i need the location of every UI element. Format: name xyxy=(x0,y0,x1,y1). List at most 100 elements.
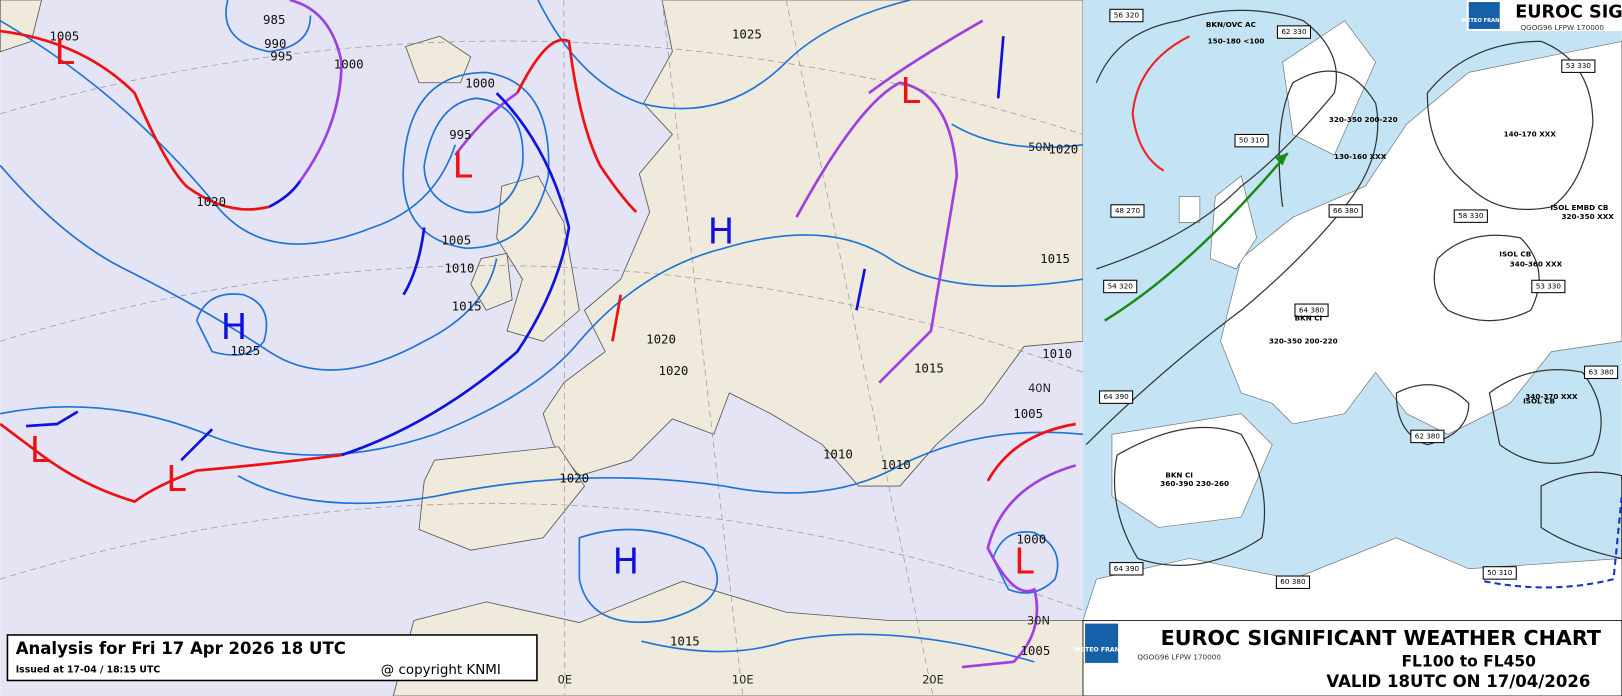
tropopause-box: 64 390 xyxy=(1114,564,1140,573)
isobar-label: 1005 xyxy=(441,232,471,247)
tropopause-box: 58 330 xyxy=(1458,211,1484,220)
logo-box xyxy=(1468,2,1500,29)
pressure-center: L xyxy=(1014,542,1034,583)
label-box xyxy=(1531,279,1566,294)
label-box xyxy=(1453,209,1488,223)
label-box xyxy=(1234,133,1269,148)
tropopause-box: 62 380 xyxy=(1415,431,1441,440)
label-box xyxy=(1110,204,1145,218)
isobar-label: 1005 xyxy=(1013,406,1043,421)
cloud-label: BKN CI xyxy=(1295,314,1323,323)
label-box xyxy=(1328,204,1363,218)
cloud-label: 360-390 230-260 xyxy=(1160,479,1229,488)
label-box xyxy=(1294,303,1329,317)
tropopause-box: 63 380 xyxy=(1588,367,1614,376)
label-box xyxy=(1109,8,1144,23)
label-box xyxy=(1561,59,1596,73)
fronts xyxy=(0,0,1077,669)
isobar-label: 985 xyxy=(263,12,285,27)
map-title: Analysis for Fri 17 Apr 2026 18 UTC xyxy=(16,639,346,658)
grid-label: 10E xyxy=(732,672,754,686)
cloud-label: 340-360 XXX xyxy=(1510,260,1563,269)
isobar-label: 995 xyxy=(449,127,471,142)
jet-arrow xyxy=(1274,153,1288,166)
cat-area xyxy=(1131,35,1190,172)
tropopause-box: 64 390 xyxy=(1103,392,1129,401)
cloud-label: 320-350 XXX xyxy=(1561,212,1614,221)
isobar-label: 1025 xyxy=(732,27,762,42)
isobar-label: 1015 xyxy=(914,361,944,376)
pressure-center: H xyxy=(613,542,639,583)
isobar-label: 1020 xyxy=(646,332,676,347)
pressure-center: L xyxy=(166,459,186,500)
land xyxy=(1082,20,1622,621)
cloud-label: 130-160 XXX xyxy=(1334,152,1387,161)
pressure-center: H xyxy=(221,307,247,348)
logo-box xyxy=(1085,623,1119,663)
label-box xyxy=(1276,25,1312,39)
isobar-label: 1000 xyxy=(465,75,495,90)
footer-code: QGOG96 LFPW 170000 xyxy=(1137,653,1221,662)
cloud-label: BKN/OVC AC xyxy=(1206,20,1256,29)
label-box xyxy=(1482,566,1517,580)
header-code: QGOG96 LFPW 170000 xyxy=(1520,23,1604,32)
tropopause-box: 64 380 xyxy=(1299,305,1325,314)
isobars xyxy=(0,0,1084,663)
label-box xyxy=(1410,429,1445,444)
footer-valid: VALID 18UTC ON 17/04/2026 xyxy=(1326,672,1590,691)
cloud-label: 150-180 <100 xyxy=(1208,36,1265,45)
isobar-label: 990 xyxy=(264,36,286,51)
grid-label: 0E xyxy=(558,672,572,686)
graticule xyxy=(0,0,1084,696)
pressure-center: L xyxy=(453,146,473,187)
isobar-label: 1010 xyxy=(1042,346,1072,361)
label-box xyxy=(1103,279,1138,294)
labels: 1005985990995100010009951020100510101015… xyxy=(16,2,1622,691)
cloud-label: ISOL CB xyxy=(1499,249,1531,258)
sigwx-chart xyxy=(1082,0,1622,696)
copyright: @ copyright KNMI xyxy=(381,663,501,678)
isobar-label: 1020 xyxy=(559,470,589,485)
tropopause-box: 50 310 xyxy=(1239,136,1265,145)
footer-box xyxy=(1082,619,1622,696)
isobar-label: 1025 xyxy=(230,343,260,358)
isobar-label: 1000 xyxy=(334,57,364,72)
isobar-label: 1020 xyxy=(196,194,226,209)
isobar-label: 1015 xyxy=(670,634,700,649)
cloud-label: ISOL CB xyxy=(1523,396,1555,405)
isobar-label: 1010 xyxy=(444,260,474,275)
pressure-center: H xyxy=(708,212,734,253)
cloud-label: BKN CI xyxy=(1165,471,1193,480)
isobar-label: 1010 xyxy=(823,447,853,462)
pressure-center: L xyxy=(900,71,920,112)
grid-label: 30N xyxy=(1027,614,1050,628)
pressure-center: L xyxy=(55,32,75,73)
tropopause-box: 48 270 xyxy=(1115,206,1141,215)
header-title: EUROC SIGN xyxy=(1515,2,1622,22)
tropopause-box: 60 380 xyxy=(1280,577,1306,586)
isobar-label: 1015 xyxy=(1040,251,1070,266)
label-box xyxy=(1584,365,1619,380)
analysis-map xyxy=(0,0,1084,696)
cloud-label: ISOL EMBD CB xyxy=(1550,203,1608,212)
title-box xyxy=(6,634,538,682)
isobar-label: 1020 xyxy=(659,363,689,378)
pressure-center: L xyxy=(30,430,50,471)
convective-area xyxy=(1484,496,1622,589)
isobar-label: 1005 xyxy=(1020,643,1050,658)
isobar-label: 1015 xyxy=(452,299,482,314)
cloud-label: 320-350 200-220 xyxy=(1329,115,1398,124)
grid-label: 50N xyxy=(1028,140,1051,154)
tropopause-box: 62 330 xyxy=(1281,27,1307,36)
jet-stream xyxy=(1104,152,1289,322)
cloud-label: 340-370 XXX xyxy=(1525,392,1578,401)
isobar-label: 995 xyxy=(270,48,292,63)
logo-text: METEO FRANCE xyxy=(1075,646,1129,653)
isobar-label: 1010 xyxy=(881,457,911,472)
grid-label: 40N xyxy=(1028,381,1051,395)
tropopause-box: 50 310 xyxy=(1487,568,1513,577)
tropopause-box: 53 330 xyxy=(1536,281,1562,290)
tropopause-box: 53 330 xyxy=(1566,61,1592,70)
